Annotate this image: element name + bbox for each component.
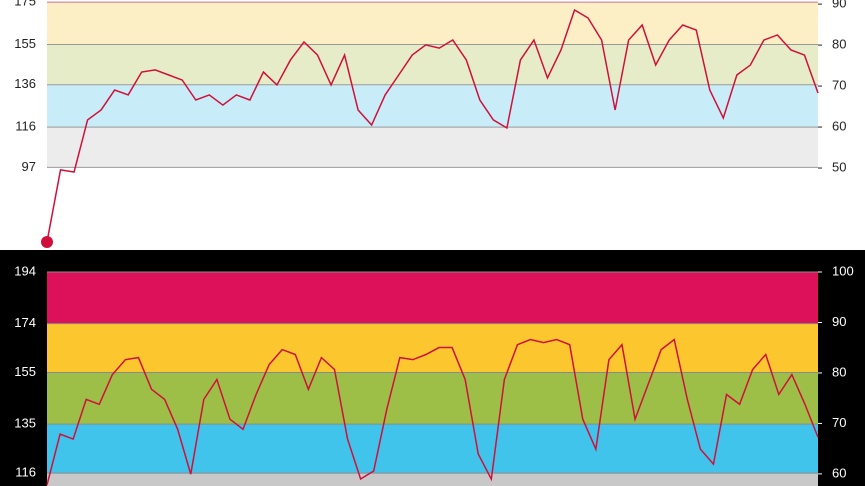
heart-rate-line bbox=[46, 8, 819, 243]
y-tick-label: 97 bbox=[22, 159, 36, 174]
zone-band bbox=[47, 272, 818, 324]
y2-tick-label: 60 bbox=[832, 465, 846, 480]
zone-band bbox=[47, 424, 818, 474]
zone-band bbox=[47, 127, 818, 168]
y-tick-label: 155 bbox=[14, 36, 36, 51]
start-marker bbox=[41, 235, 53, 248]
zone-band bbox=[47, 84, 818, 128]
y-tick-label: 194 bbox=[14, 263, 36, 278]
heart-rate-line bbox=[46, 338, 819, 486]
y2-tick-label: 80 bbox=[832, 37, 846, 52]
zone-band bbox=[47, 44, 818, 85]
zone-band bbox=[47, 2, 818, 45]
y-tick-label: 116 bbox=[15, 465, 36, 480]
y2-tick-label: 100 bbox=[832, 263, 854, 278]
y-tick-label: 175 bbox=[14, 0, 36, 9]
zone-band bbox=[47, 323, 818, 373]
zone-band bbox=[47, 167, 818, 250]
zone-band bbox=[47, 473, 818, 486]
y2-tick-label: 60 bbox=[832, 118, 846, 133]
y-tick-label: 136 bbox=[14, 76, 36, 91]
y2-tick-label: 90 bbox=[832, 0, 846, 11]
y2-tick-label: 80 bbox=[832, 364, 846, 379]
y-tick-label: 174 bbox=[14, 315, 36, 330]
y-tick-label: 135 bbox=[14, 416, 36, 431]
y2-tick-label: 70 bbox=[832, 78, 846, 93]
y2-tick-label: 70 bbox=[832, 415, 846, 430]
y2-tick-label: 90 bbox=[832, 314, 846, 329]
y2-tick-label: 50 bbox=[832, 159, 846, 174]
zone-band bbox=[47, 372, 818, 425]
y-tick-label: 155 bbox=[14, 364, 36, 379]
y-tick-label: 116 bbox=[15, 119, 36, 134]
